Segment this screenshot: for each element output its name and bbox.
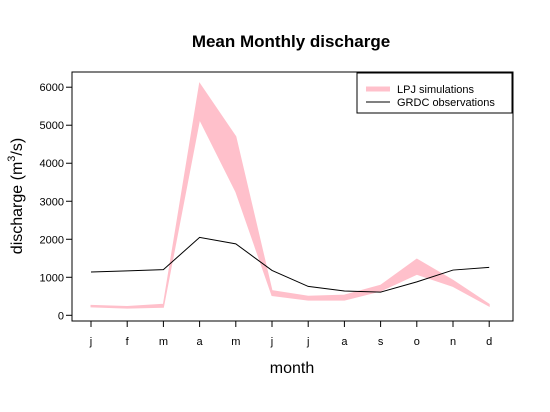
y-axis-label-base: discharge (m: [9, 162, 26, 254]
x-tick-label: d: [486, 336, 492, 348]
y-tick-label: 0: [58, 310, 64, 322]
lpj-simulation-band: [90, 82, 490, 309]
x-axis-label: month: [270, 360, 314, 377]
y-axis-label-rest: /s): [9, 138, 26, 156]
y-tick-label: 6000: [40, 82, 64, 94]
y-tick-label: 3000: [40, 196, 64, 208]
chart-title: Mean Monthly discharge: [192, 32, 390, 51]
x-tick-label: m: [231, 336, 240, 348]
x-tick-label: m: [159, 336, 168, 348]
x-tick-label: f: [126, 336, 130, 348]
x-tick-label: j: [306, 336, 309, 348]
plot-area: [90, 82, 490, 309]
x-tick-label: o: [414, 336, 420, 348]
y-tick-label: 5000: [40, 120, 64, 132]
legend-label-lpj: LPJ simulations: [397, 84, 475, 96]
x-tick-label: j: [270, 336, 273, 348]
y-axis-label-sup: 3: [6, 156, 18, 162]
x-tick-label: n: [450, 336, 456, 348]
y-tick-label: 2000: [40, 234, 64, 246]
x-tick-label: j: [89, 336, 92, 348]
x-tick-label: a: [341, 336, 348, 348]
y-tick-label: 1000: [40, 272, 64, 284]
legend-box: [356, 72, 513, 114]
axes: j f m a m j j a s o n d 0 1000 2000 3000 4000 5000 6000: [40, 71, 514, 348]
legend-label-grdc: GRDC observations: [397, 97, 495, 109]
y-tick-label: 4000: [40, 158, 64, 170]
x-tick-label: a: [197, 336, 204, 348]
x-tick-label: s: [378, 336, 384, 348]
plot-frame: [71, 71, 514, 322]
y-axis-label: discharge (m3/s): [6, 138, 26, 254]
grdc-observation-line: [90, 236, 490, 293]
